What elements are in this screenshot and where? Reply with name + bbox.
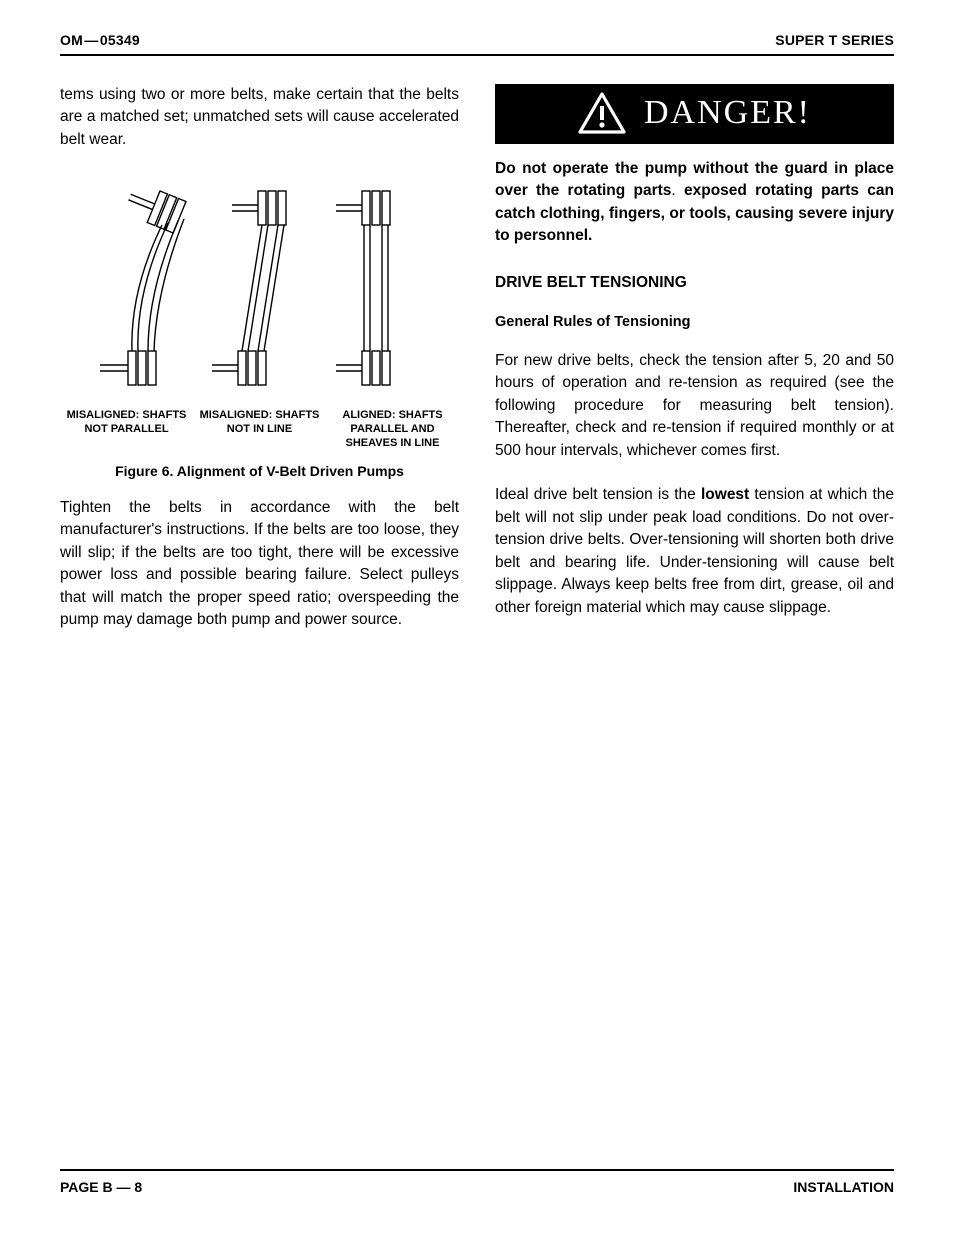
figure-label-3: ALIGNED: SHAFTS PARALLEL AND SHEAVES IN …: [326, 409, 459, 450]
vbelt-alignment-diagram: [90, 181, 430, 401]
content-columns: tems using two or more belts, make certa…: [60, 84, 894, 653]
para2-bold: lowest: [701, 486, 749, 503]
right-column: DANGER! Do not operate the pump without …: [495, 84, 894, 653]
tighten-paragraph: Tighten the belts in accordance with the…: [60, 497, 459, 632]
footer-right: INSTALLATION: [793, 1179, 894, 1195]
warning-triangle-icon: [578, 92, 626, 134]
figure-caption: Figure 6. Alignment of V-Belt Driven Pum…: [60, 463, 459, 479]
header-left: OM — 05349: [60, 32, 140, 48]
danger-body-period: .: [671, 182, 684, 199]
page-footer: PAGE B — 8 INSTALLATION: [60, 1169, 894, 1195]
para2-post: tension at which the belt will not slip …: [495, 486, 894, 615]
page-header: OM — 05349 SUPER T SERIES: [60, 32, 894, 56]
footer-left: PAGE B — 8: [60, 1179, 142, 1195]
tension-para-2: Ideal drive belt tension is the lowest t…: [495, 484, 894, 619]
left-column: tems using two or more belts, make certa…: [60, 84, 459, 653]
header-right: SUPER T SERIES: [775, 32, 894, 48]
para2-pre: Ideal drive belt tension is the: [495, 486, 701, 503]
figure-label-1: MISALIGNED: SHAFTS NOT PARALLEL: [60, 409, 193, 450]
figure-6: MISALIGNED: SHAFTS NOT PARALLEL MISALIGN…: [60, 181, 459, 478]
danger-label: DANGER!: [644, 94, 811, 132]
figure-label-2: MISALIGNED: SHAFTS NOT IN LINE: [193, 409, 326, 450]
danger-banner: DANGER!: [495, 84, 894, 144]
sub-heading: General Rules of Tensioning: [495, 314, 894, 330]
tension-para-1: For new drive belts, check the tension a…: [495, 350, 894, 462]
intro-paragraph: tems using two or more belts, make certa…: [60, 84, 459, 151]
danger-body-text: Do not operate the pump without the guar…: [495, 158, 894, 248]
section-heading: DRIVE BELT TENSIONING: [495, 274, 894, 292]
figure-labels-row: MISALIGNED: SHAFTS NOT PARALLEL MISALIGN…: [60, 409, 459, 450]
